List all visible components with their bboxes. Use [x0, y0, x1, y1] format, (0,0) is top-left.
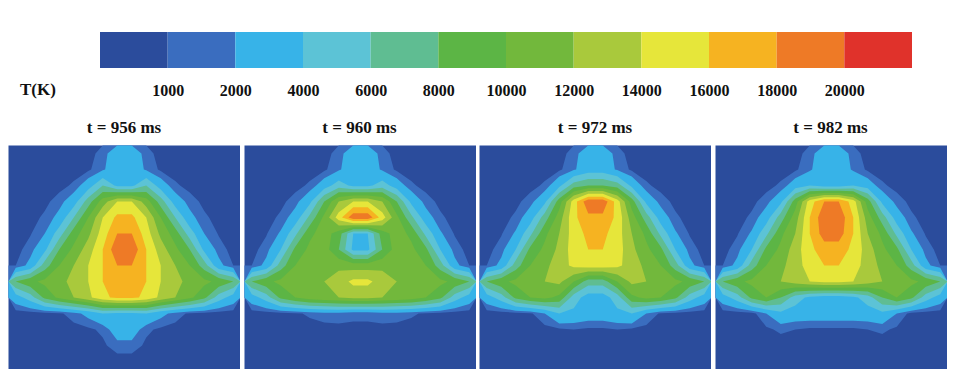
html-text:t = 982 ms: t = 982 ms	[793, 118, 868, 137]
svg-text:14000: 14000	[622, 82, 662, 99]
svg-text:20000: 20000	[825, 82, 865, 99]
html-text:t = 956 ms: t = 956 ms	[86, 118, 162, 137]
svg-text:10000: 10000	[487, 82, 527, 99]
svg-text:18000: 18000	[757, 82, 797, 99]
svg-text:16000: 16000	[690, 82, 730, 99]
svg-text:8000: 8000	[423, 82, 455, 99]
html-text:T(K): T(K)	[20, 80, 56, 99]
svg-text:4000: 4000	[288, 82, 320, 99]
svg-text:6000: 6000	[355, 82, 387, 99]
svg-text:1000: 1000	[152, 82, 184, 99]
html-text:t = 972 ms: t = 972 ms	[557, 118, 633, 137]
svg-text:12000: 12000	[554, 82, 594, 99]
html-text:t = 960 ms: t = 960 ms	[322, 118, 397, 137]
svg-text:2000: 2000	[220, 82, 252, 99]
